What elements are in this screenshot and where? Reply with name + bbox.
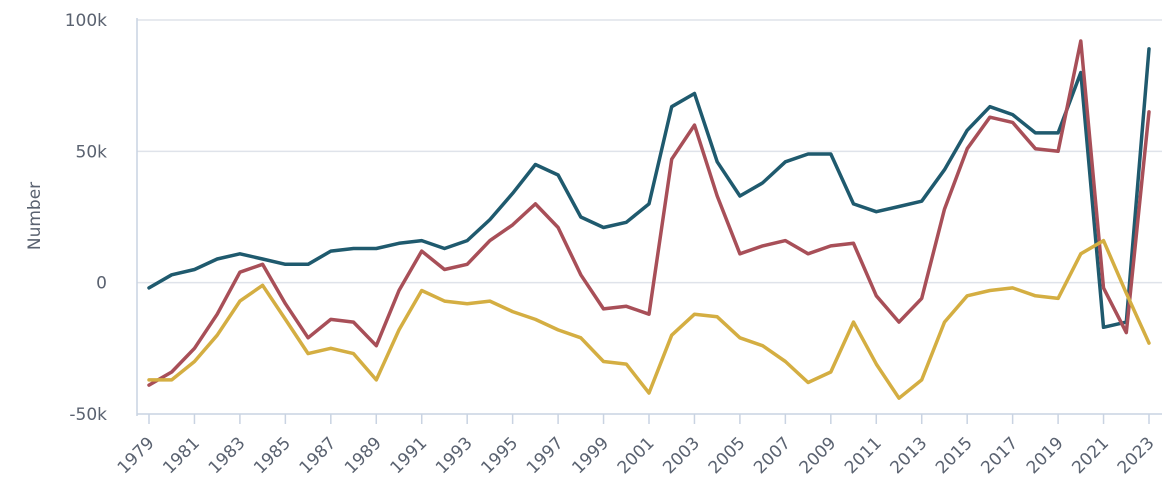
x-tick-label: 1981 bbox=[159, 433, 204, 478]
x-tick-label: 1979 bbox=[114, 433, 159, 478]
y-tick-labels: -50k 0 50k 100k bbox=[65, 11, 107, 425]
y-tick-label: 50k bbox=[76, 142, 108, 162]
x-tick-labels: 1979 1981 1983 1985 1987 1989 1991 1993 1995 1997… bbox=[114, 414, 1159, 478]
x-tick-label: 1995 bbox=[477, 433, 522, 478]
x-tick-label: 2001 bbox=[614, 433, 659, 478]
x-tick-label: 2015 bbox=[932, 433, 977, 478]
x-tick-label: 2009 bbox=[796, 433, 841, 478]
x-tick-label: 1987 bbox=[296, 433, 341, 478]
x-tick-label: 2013 bbox=[887, 433, 932, 478]
x-tick-label: 1991 bbox=[387, 433, 432, 478]
x-tick-label: 2019 bbox=[1023, 433, 1068, 478]
x-tick-label: 2003 bbox=[659, 433, 704, 478]
gridlines bbox=[137, 19, 1162, 284]
x-tick-label: 1997 bbox=[523, 433, 568, 478]
y-tick-label: 100k bbox=[65, 11, 107, 31]
x-tick-label: 1985 bbox=[250, 433, 295, 478]
x-tick-label: 2005 bbox=[705, 433, 750, 478]
series-line-2 bbox=[147, 39, 1151, 387]
x-tick-label: 1989 bbox=[341, 433, 386, 478]
series-line-3 bbox=[147, 238, 1151, 400]
x-tick-label: 2017 bbox=[977, 433, 1022, 478]
y-tick-label: -50k bbox=[69, 405, 107, 425]
y-tick-label: 0 bbox=[96, 274, 107, 294]
series-line-1 bbox=[147, 47, 1151, 330]
x-tick-label: 2023 bbox=[1114, 433, 1159, 478]
series-lines bbox=[147, 39, 1151, 400]
x-tick-label: 1983 bbox=[205, 433, 250, 478]
y-axis-label: Number bbox=[25, 182, 45, 250]
axes bbox=[136, 18, 1162, 416]
x-tick-label: 2007 bbox=[750, 433, 795, 478]
x-tick-label: 2021 bbox=[1068, 433, 1113, 478]
x-tick-label: 2011 bbox=[841, 433, 886, 478]
x-tick-label: 1993 bbox=[432, 433, 477, 478]
x-tick-label: 1999 bbox=[568, 433, 613, 478]
